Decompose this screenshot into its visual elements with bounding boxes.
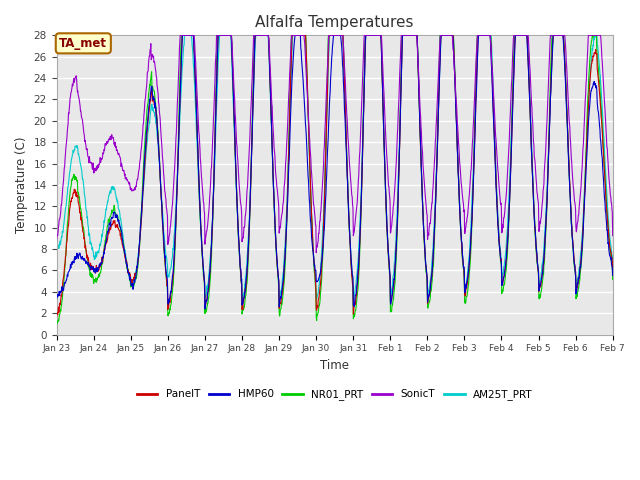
Legend: PanelT, HMP60, NR01_PRT, SonicT, AM25T_PRT: PanelT, HMP60, NR01_PRT, SonicT, AM25T_P… (132, 385, 537, 404)
Title: Alfalfa Temperatures: Alfalfa Temperatures (255, 15, 414, 30)
X-axis label: Time: Time (320, 359, 349, 372)
Text: TA_met: TA_met (60, 37, 108, 50)
Y-axis label: Temperature (C): Temperature (C) (15, 137, 28, 233)
